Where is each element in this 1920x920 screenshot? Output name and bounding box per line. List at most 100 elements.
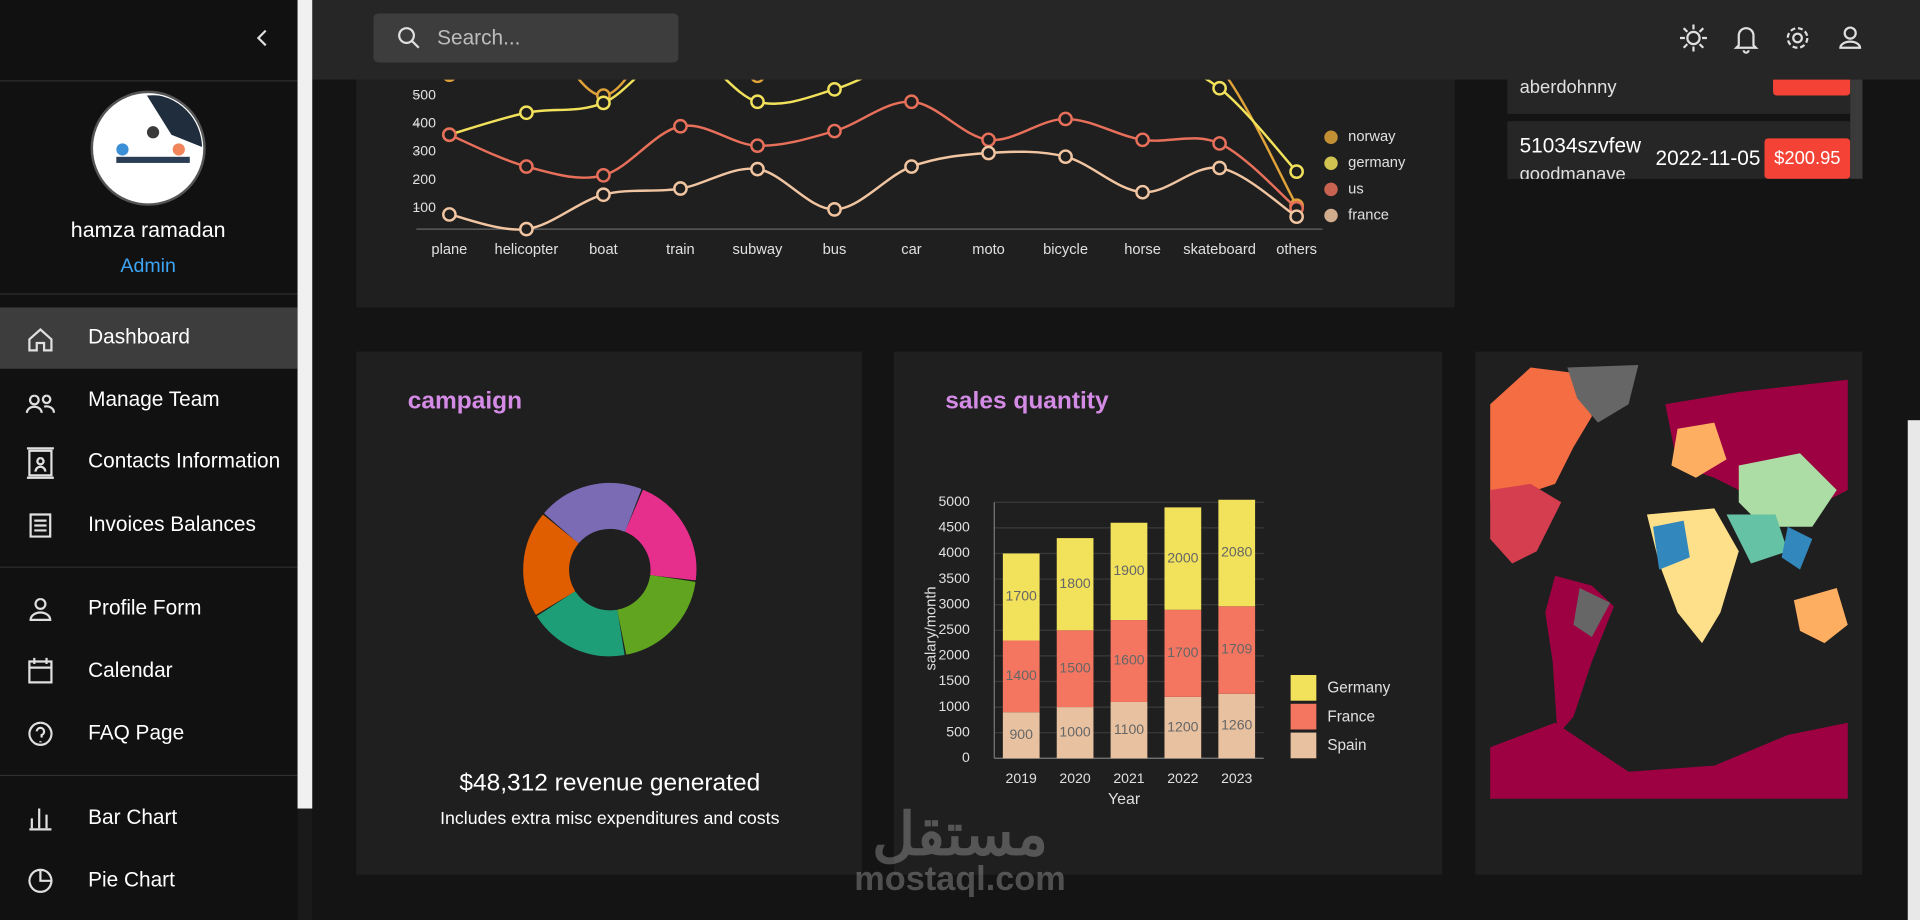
- profile[interactable]: [1839, 26, 1862, 49]
- map-country: [1490, 722, 1848, 799]
- y-tick-label: 0: [962, 749, 970, 765]
- y-tick-label: 4000: [938, 544, 969, 560]
- map-country: [1671, 422, 1727, 478]
- watermark: مستقل mostaql.com: [854, 803, 1065, 898]
- data-point: [981, 145, 996, 161]
- y-tick-label: 5000: [938, 493, 969, 509]
- data-point: [596, 167, 611, 183]
- menu-item[interactable]: Contacts Information: [88, 449, 280, 472]
- profile-head: [1843, 26, 1857, 40]
- bar-value-label: 1200: [1167, 718, 1198, 734]
- x-tick-label: 2022: [1167, 770, 1198, 786]
- data-point: [1135, 132, 1150, 148]
- bar-segment: [1056, 538, 1094, 631]
- y-tick-label: 2000: [938, 647, 969, 663]
- main-area: 100 200 300 400 500 plane helicopter boat train s…: [356, 0, 1920, 920]
- legend-swatch: [1324, 208, 1338, 223]
- y-tick-label: 1500: [938, 672, 969, 688]
- avatar-art: [116, 95, 203, 163]
- data-point: [673, 118, 688, 134]
- x-tick-label: 2023: [1221, 770, 1252, 786]
- bar-value-label: 1800: [1059, 575, 1090, 591]
- bar-value-label: 2080: [1221, 544, 1252, 560]
- settings[interactable]: [1786, 27, 1809, 49]
- menu-icon: [29, 808, 52, 831]
- map-country: [1653, 520, 1690, 570]
- search-box[interactable]: [373, 13, 679, 63]
- x-tick-label: horse: [1124, 242, 1161, 258]
- y-tick-label: 500: [946, 723, 970, 739]
- theme-toggle[interactable]: [1680, 24, 1707, 52]
- search-icon: [410, 39, 420, 49]
- data-point: [1058, 111, 1073, 127]
- bar-segment: [1218, 499, 1256, 607]
- legend-swatch: [1290, 674, 1317, 701]
- revenue-note: Includes extra misc expenditures and cos…: [440, 808, 779, 828]
- menu-item[interactable]: Bar Chart: [88, 806, 177, 829]
- menu-icon: [26, 447, 54, 479]
- x-tick-label: bus: [823, 242, 847, 258]
- x-tick-label: car: [901, 242, 922, 258]
- x-tick-label: train: [666, 242, 695, 258]
- data-point: [1212, 160, 1227, 176]
- cost-badge: [1764, 138, 1851, 179]
- menu-item[interactable]: Calendar: [88, 659, 173, 682]
- bar-segment: [1002, 553, 1040, 641]
- transaction-user: aberdohnny: [1520, 76, 1618, 97]
- donut-slice: [544, 482, 642, 544]
- data-point: [442, 207, 457, 222]
- bar-segment: [1164, 609, 1202, 697]
- bar-segment: [1218, 606, 1256, 694]
- menu-item[interactable]: Pie Chart: [88, 868, 175, 891]
- x-axis-title: Year: [1108, 791, 1141, 808]
- sun-icon: [1686, 30, 1701, 46]
- x-tick-label: 2020: [1059, 770, 1090, 786]
- map-country: [1793, 588, 1848, 644]
- y-tick-label: 1000: [938, 698, 969, 714]
- menu-item[interactable]: Dashboard: [88, 326, 190, 349]
- transaction-cost: $200.95: [1774, 147, 1840, 168]
- donut-slice: [537, 591, 625, 657]
- data-point: [596, 187, 611, 203]
- x-tick-label: moto: [972, 242, 1005, 258]
- menu-item[interactable]: Profile Form: [88, 596, 201, 619]
- data-point: [1058, 149, 1073, 165]
- data-point: [981, 132, 996, 148]
- notifications[interactable]: [1733, 27, 1759, 54]
- data-point: [1289, 164, 1304, 179]
- bar-segment: [1110, 701, 1148, 759]
- data-point: [442, 127, 457, 143]
- data-point: [673, 181, 688, 196]
- y-tick-label: 2500: [938, 621, 969, 637]
- y-tick-label: 100: [412, 199, 436, 215]
- menu-item[interactable]: Manage Team: [88, 388, 219, 411]
- map-country: [1781, 526, 1813, 570]
- x-tick-label: helicopter: [495, 242, 559, 258]
- collapse-button[interactable]: [256, 29, 267, 47]
- legend-label: us: [1348, 181, 1364, 197]
- world-map: [1490, 365, 1848, 799]
- data-point: [827, 82, 842, 97]
- bar-segment: [1002, 640, 1040, 713]
- data-point: [519, 105, 534, 121]
- sales-title: sales quantity: [945, 387, 1109, 414]
- bar-segment: [1110, 522, 1148, 621]
- data-point: [1135, 184, 1150, 200]
- avatar: [90, 90, 206, 206]
- bar-value-label: 1600: [1113, 652, 1144, 668]
- legend-swatch: [1324, 156, 1338, 171]
- legend-label: norway: [1348, 129, 1396, 145]
- y-tick-label: 500: [412, 86, 436, 102]
- menu-item[interactable]: FAQ Page: [88, 721, 184, 744]
- x-tick-label: 2019: [1006, 770, 1037, 786]
- bar-segment: [1110, 620, 1148, 702]
- donut-chart: [523, 482, 697, 657]
- bar-value-label: 900: [1009, 726, 1033, 742]
- avatar-person: [116, 143, 129, 156]
- user-name: hamza ramadan: [71, 218, 226, 242]
- search-icon: [398, 27, 415, 44]
- legend-swatch: [1324, 182, 1338, 197]
- menu-item[interactable]: Invoices Balances: [88, 513, 256, 536]
- data-point: [519, 159, 534, 174]
